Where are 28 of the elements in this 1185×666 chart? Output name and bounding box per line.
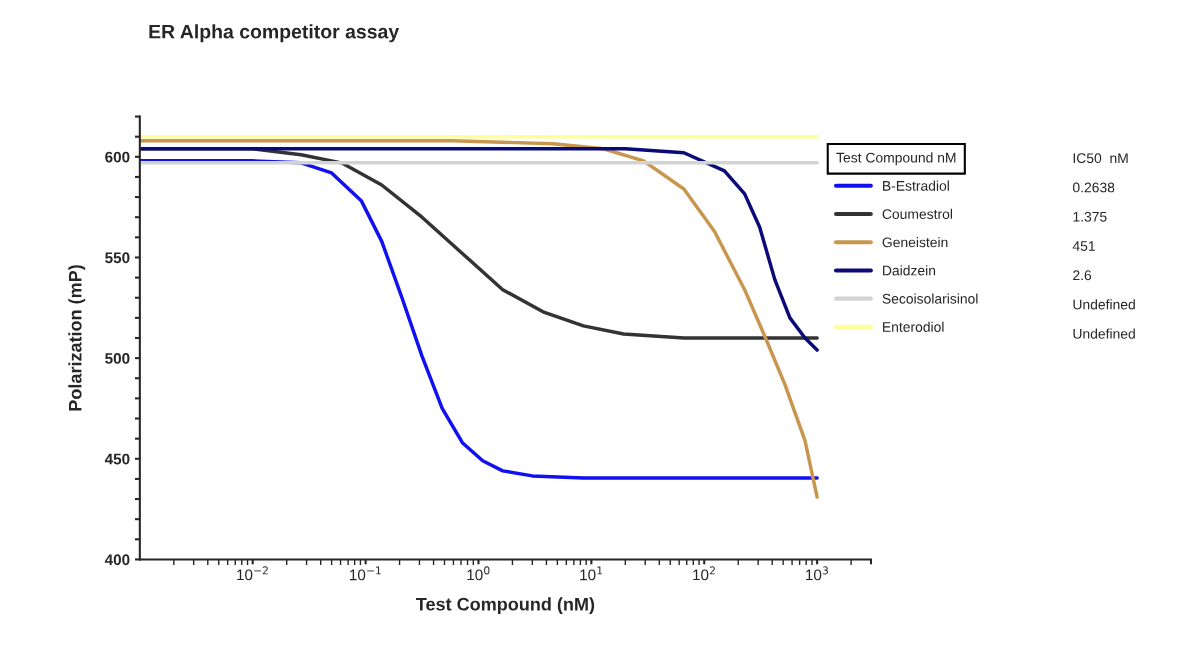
text: 451: [1072, 241, 1095, 251]
text: 1.375: [1073, 211, 1107, 222]
x-tick-label: 10$^{0}$: [467, 566, 490, 581]
x-axis-title: Test Compound (nM): [416, 597, 595, 615]
chart-title: ER Alpha competitor assay: [149, 24, 400, 43]
text: Undefined: [1073, 328, 1135, 339]
y-axis-title: Polarization (mP): [68, 265, 86, 411]
text: 0.2638: [1072, 182, 1115, 193]
text: 2.6: [1073, 270, 1092, 281]
y-tick-label: 400: [104, 554, 130, 566]
y-tick-label: 500: [105, 352, 130, 364]
text: Undefined: [1073, 299, 1135, 310]
y-tick-label: 550: [105, 252, 130, 264]
legend-label: B-Estradiol: [883, 180, 949, 191]
x-tick-label: 10$^{−2}$: [237, 566, 268, 581]
legend-label: Daidzein: [883, 265, 936, 276]
legend-title: Test Compound nM: [836, 152, 956, 166]
legend-label: Coumestrol: [882, 208, 952, 220]
x-tick-label: 10$^{1}$: [580, 566, 603, 581]
text: IC50 nM: [1073, 153, 1128, 164]
x-tick-label: 10$^{−1}$: [350, 566, 381, 581]
y-tick-label: 600: [105, 151, 130, 163]
legend-label: Secoisolarisinol: [882, 293, 978, 304]
x-tick-label: 10$^{3}$: [806, 566, 828, 581]
y-tick-label: 450: [104, 453, 130, 465]
legend-label: Geneistein: [882, 237, 948, 248]
legend-label: Enterodiol: [883, 321, 944, 332]
x-tick-label: 10$^{2}$: [693, 566, 715, 581]
